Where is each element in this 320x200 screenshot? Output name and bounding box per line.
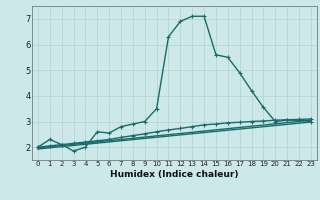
X-axis label: Humidex (Indice chaleur): Humidex (Indice chaleur) xyxy=(110,170,239,179)
